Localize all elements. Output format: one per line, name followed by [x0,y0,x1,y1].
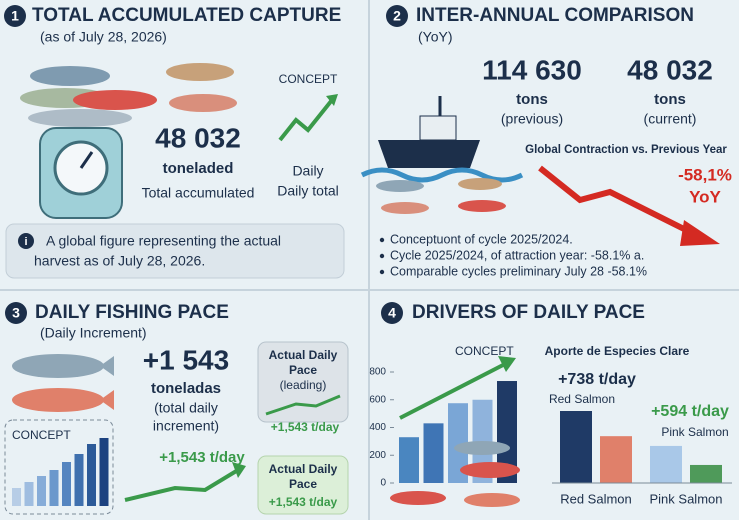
species-label: Red Salmon [549,392,615,406]
bar [12,488,21,506]
contraction-unit: YoY [689,187,721,206]
box-title: (leading) [280,378,327,392]
box-title: Pace [289,477,317,491]
bullet-text: Cycle 2025/2024, of attraction year: -58… [390,248,644,262]
info-icon-glyph: i [24,236,27,248]
trend-arrowhead [498,356,516,372]
pace-caption: increment) [153,418,219,434]
decline-arrow [538,165,692,235]
box-rate: +1,543 t/day [269,495,338,509]
note-box [5,223,345,279]
badge [5,302,27,324]
y-tick-label: 400 [369,422,386,433]
bar [423,423,444,483]
fish-icons [12,354,114,412]
current-figure: 48 032 [627,54,713,85]
bar [24,482,34,506]
bullet-dot [379,253,385,259]
actual-box [257,455,349,515]
panel-title: INTER-ANNUAL COMPARISON [416,5,694,26]
bar [560,411,592,483]
panel-subtitle: (as of July 28, 2026) [40,29,167,45]
y-tick-label: 600 [369,394,386,405]
panel-title: TOTAL ACCUMULATED CAPTURE [32,5,341,26]
info-icon [18,233,34,249]
species-title: Aporte de Especies Clare [545,344,690,358]
x-tick-label: Red Salmon [560,491,632,506]
panel-subtitle: (YoY) [418,29,453,45]
bullet-dot [379,269,385,275]
concept-label: CONCEPT [12,428,71,442]
total-figure: 48 032 [155,122,241,153]
box-rate: +1,543 t/day [271,420,340,434]
fish-icons [390,441,520,507]
bar [99,438,109,506]
panel-title: DAILY FISHING PACE [35,302,229,323]
bar [497,381,517,483]
decline-arrowhead [680,220,720,246]
species-label: Pink Salmon [661,425,728,439]
previous-caption: (previous) [501,111,563,127]
badge [4,5,26,27]
trend-arrow [399,362,506,420]
pace-caption: (total daily [154,400,218,416]
species-rate: +594 t/day [651,403,729,420]
box-title: Actual Daily [269,462,338,476]
bar [37,476,46,506]
scale-icon [20,63,237,219]
contraction-title: Global Contraction vs. Previous Year [525,144,727,156]
pace-rate: +1,543 t/day [159,449,245,466]
bullet-text: Comparable cycles preliminary July 28 -5… [390,264,647,278]
previous-unit: tons [516,91,548,108]
y-tick-label: 0 [380,478,386,489]
daily-label: Daily [292,163,323,179]
bullet-text: Conceptuont of cycle 2025/2024. [390,232,573,246]
y-tick-label: 800 [369,367,386,378]
bar [49,470,59,506]
bar [87,444,96,506]
panel-title: DRIVERS OF DAILY PACE [412,302,645,323]
badge [386,5,408,27]
bar [690,464,722,483]
trend-icon [265,394,341,416]
badge-number: 1 [11,8,19,24]
box-title: Pace [289,363,317,377]
panel-subtitle: (Daily Increment) [40,325,147,341]
badge-number: 2 [393,8,401,24]
trend-arrowhead [232,462,246,478]
concept-box [4,419,114,515]
bar [399,437,419,483]
species-rate: +738 t/day [558,371,636,388]
trend-icon [124,468,240,502]
concept-label: CONCEPT [455,344,514,358]
current-caption: (current) [644,111,697,127]
note-line: A global figure representing the actual [46,233,281,249]
box-title: Actual Daily [269,348,338,362]
current-unit: tons [654,91,686,108]
note-line: harvest as of July 28, 2026. [34,253,205,269]
daily-label: Daily total [277,183,338,199]
bar [650,445,682,483]
total-unit: toneladed [163,160,234,177]
y-tick-label: 200 [369,450,386,461]
x-tick-label: Pink Salmon [650,491,723,506]
pace-unit: toneladas [151,380,221,397]
bullet-dot [379,237,385,243]
bar [448,403,468,483]
boat-icon [360,96,524,214]
badge-number: 3 [12,305,20,321]
trend-icon [278,98,334,142]
total-caption: Total accumulated [142,185,255,201]
bar [74,454,84,506]
concept-label: CONCEPT [279,72,338,86]
pace-figure: +1 543 [143,344,229,375]
trend-arrowhead [326,94,338,106]
previous-figure: 114 630 [482,54,582,85]
bar [62,462,71,506]
contraction-value: -58,1% [678,165,732,184]
bar [600,436,632,483]
badge [381,302,403,324]
badge-number: 4 [388,305,396,321]
